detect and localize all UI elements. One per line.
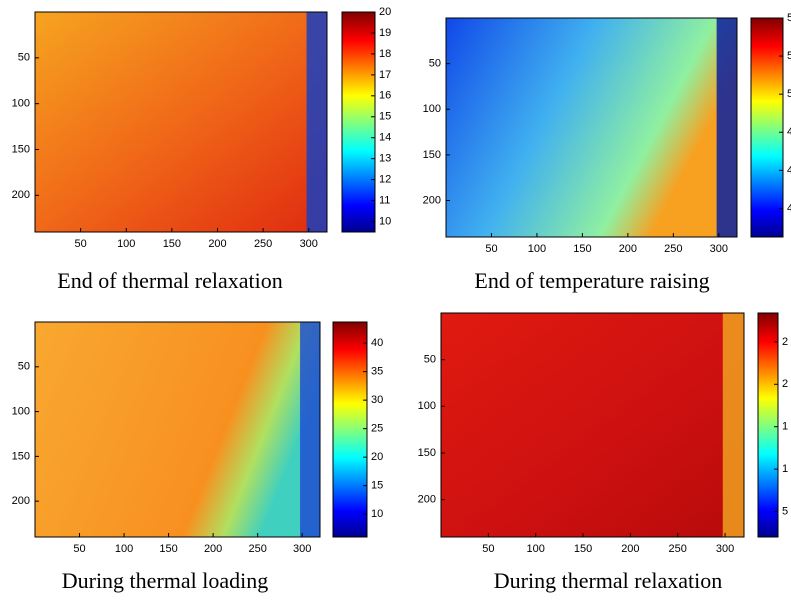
x-tick-label: 200 bbox=[621, 543, 639, 555]
caption: During thermal relaxation bbox=[494, 568, 722, 593]
axes-frame bbox=[34, 11, 328, 233]
y-tick-label: 200 bbox=[12, 189, 30, 201]
heatmap bbox=[35, 12, 327, 232]
colorbar-tick-label: 5 bbox=[782, 505, 788, 517]
y-tick-label: 50 bbox=[424, 354, 436, 366]
x-tick-label: 50 bbox=[482, 543, 494, 555]
colorbar-tick-label: 14 bbox=[379, 132, 391, 144]
heatmap-edge bbox=[722, 313, 744, 537]
colorbar-tick-label: 13 bbox=[379, 153, 391, 165]
x-tick-label: 250 bbox=[248, 543, 266, 555]
colorbar-tick-label: 20 bbox=[379, 6, 391, 18]
colorbar-tick-label: 25 bbox=[371, 423, 383, 435]
y-tick-label: 150 bbox=[12, 143, 30, 155]
colorbar bbox=[332, 321, 368, 538]
y-tick-label: 150 bbox=[12, 450, 30, 462]
x-tick-label: 250 bbox=[254, 238, 272, 250]
colorbar-tick-label: 10 bbox=[379, 215, 391, 227]
axes-frame bbox=[34, 321, 321, 538]
colorbar-tick-label: 54 bbox=[787, 12, 791, 24]
heatmap-edge bbox=[716, 18, 737, 237]
colorbar-tick-label: 40 bbox=[371, 337, 383, 349]
y-tick-label: 200 bbox=[423, 194, 441, 206]
y-tick-label: 50 bbox=[429, 58, 441, 70]
heatmap-edge bbox=[306, 12, 327, 232]
colorbar-tick-label: 20 bbox=[371, 451, 383, 463]
x-tick-label: 200 bbox=[619, 243, 637, 255]
colorbar-tick-label: 2 bbox=[782, 336, 788, 348]
x-tick-label: 150 bbox=[163, 238, 181, 250]
y-tick-label: 100 bbox=[423, 103, 441, 115]
colorbar-tick-label: 19 bbox=[379, 27, 391, 39]
x-tick-label: 50 bbox=[73, 543, 85, 555]
caption: End of thermal relaxation bbox=[57, 268, 282, 293]
colorbar-tick-label: 1 bbox=[782, 421, 788, 433]
y-tick-label: 100 bbox=[12, 405, 30, 417]
colorbar-tick-label: 16 bbox=[379, 90, 391, 102]
colorbar-tick-label: 12 bbox=[379, 174, 391, 186]
colorbar bbox=[341, 11, 376, 233]
caption: End of temperature raising bbox=[474, 268, 709, 293]
colorbar-tick-label: 17 bbox=[379, 69, 391, 81]
colorbar-tick-label: 50 bbox=[787, 88, 791, 100]
x-tick-label: 300 bbox=[293, 543, 311, 555]
x-tick-label: 150 bbox=[159, 543, 177, 555]
y-tick-label: 150 bbox=[418, 447, 436, 459]
heatmap bbox=[441, 313, 744, 537]
caption: During thermal loading bbox=[62, 568, 269, 593]
x-tick-label: 100 bbox=[528, 243, 546, 255]
heatmap-edge bbox=[300, 322, 320, 537]
x-tick-label: 100 bbox=[117, 238, 135, 250]
colorbar-tick-label: 2 bbox=[782, 378, 788, 390]
colorbar-tick-label: 1 bbox=[782, 463, 788, 475]
x-tick-label: 100 bbox=[527, 543, 545, 555]
colorbar-tick-label: 52 bbox=[787, 50, 791, 62]
y-tick-label: 50 bbox=[18, 52, 30, 64]
colorbar-tick-label: 15 bbox=[371, 480, 383, 492]
colorbar-tick-label: 46 bbox=[787, 164, 791, 176]
colorbar-tick-label: 11 bbox=[379, 194, 390, 206]
x-tick-label: 300 bbox=[710, 243, 728, 255]
heatmap bbox=[446, 18, 737, 237]
colorbar bbox=[750, 17, 784, 238]
x-tick-label: 300 bbox=[300, 238, 318, 250]
y-tick-label: 200 bbox=[418, 494, 436, 506]
axes-frame bbox=[440, 312, 745, 538]
colorbar-tick-label: 15 bbox=[379, 111, 391, 123]
axes-frame bbox=[445, 17, 738, 238]
colorbar-tick-label: 10 bbox=[371, 508, 383, 520]
x-tick-label: 250 bbox=[669, 543, 687, 555]
y-tick-label: 50 bbox=[18, 361, 30, 373]
x-tick-label: 150 bbox=[573, 243, 591, 255]
x-tick-label: 50 bbox=[485, 243, 497, 255]
heatmap bbox=[35, 322, 320, 537]
x-tick-label: 250 bbox=[664, 243, 682, 255]
y-tick-label: 100 bbox=[418, 400, 436, 412]
x-tick-label: 300 bbox=[716, 543, 734, 555]
x-tick-label: 200 bbox=[208, 238, 226, 250]
colorbar-tick-label: 18 bbox=[379, 48, 391, 60]
y-tick-label: 200 bbox=[12, 495, 30, 507]
y-tick-label: 100 bbox=[12, 98, 30, 110]
colorbar-tick-label: 30 bbox=[371, 394, 383, 406]
colorbar-tick-label: 48 bbox=[787, 126, 791, 138]
colorbar bbox=[757, 312, 779, 538]
x-tick-label: 200 bbox=[204, 543, 222, 555]
x-tick-label: 100 bbox=[115, 543, 133, 555]
colorbar-tick-label: 35 bbox=[371, 366, 383, 378]
colorbar-tick-label: 44 bbox=[787, 202, 791, 214]
x-tick-label: 150 bbox=[574, 543, 592, 555]
y-tick-label: 150 bbox=[423, 149, 441, 161]
x-tick-label: 50 bbox=[75, 238, 87, 250]
